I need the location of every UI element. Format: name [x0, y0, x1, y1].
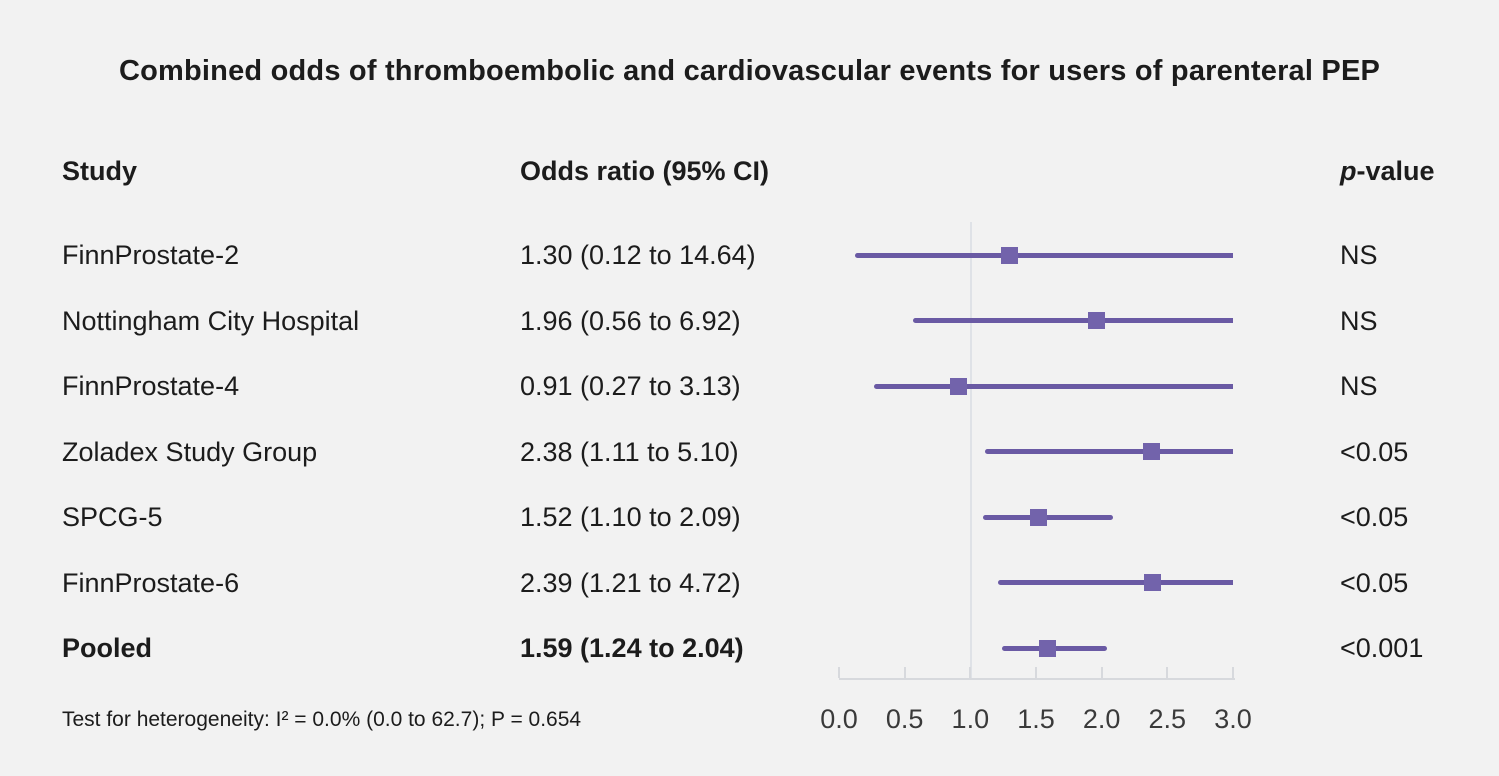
reference-line-or-1: [970, 222, 972, 680]
x-axis-tick: [1231, 667, 1234, 678]
point-estimate-marker: [1001, 246, 1019, 264]
column-header-odds-ratio: Odds ratio (95% CI): [520, 156, 770, 186]
p-value-label: <0.05: [1340, 436, 1409, 467]
x-axis-tick-label: 1.0: [951, 704, 990, 734]
x-axis-tick-label: 2.0: [1082, 704, 1121, 734]
odds-ratio-label: 2.38 (1.11 to 5.10): [520, 436, 739, 467]
confidence-interval-line: [983, 514, 1114, 520]
p-value-label: NS: [1340, 371, 1378, 401]
x-axis-line: [839, 678, 1235, 680]
study-label: SPCG-5: [62, 502, 163, 532]
x-axis-tick-label: 2.5: [1148, 704, 1187, 734]
odds-ratio-label: 1.30 (0.12 to 14.64): [520, 240, 756, 270]
odds-ratio-label: 0.91 (0.27 to 3.13): [520, 371, 741, 401]
point-estimate-marker: [1087, 312, 1105, 329]
study-label: Zoladex Study Group: [62, 436, 318, 467]
p-value-italic-p: p: [1340, 156, 1357, 186]
x-axis-tick: [1100, 667, 1103, 678]
forest-row: FinnProstate-6 2.39 (1.21 to 4.72) <0.05: [0, 566, 1499, 600]
p-value-label: <0.05: [1340, 502, 1409, 532]
forest-row: Zoladex Study Group 2.38 (1.11 to 5.10) …: [0, 435, 1499, 469]
point-estimate-marker: [1030, 508, 1048, 526]
study-label: Nottingham City Hospital: [62, 305, 360, 336]
x-axis-tick: [1034, 667, 1037, 678]
forest-row: Nottingham City Hospital 1.96 (0.56 to 6…: [0, 304, 1499, 338]
p-value-label: <0.05: [1340, 567, 1409, 598]
confidence-interval-line: [997, 580, 1233, 585]
forest-row: FinnProstate-2 1.30 (0.12 to 14.64) NS: [0, 238, 1499, 272]
study-label: FinnProstate-6: [62, 567, 240, 598]
forest-row: SPCG-5 1.52 (1.10 to 2.09) <0.05: [0, 500, 1499, 534]
heterogeneity-note: Test for heterogeneity: I² = 0.0% (0.0 t…: [62, 708, 582, 731]
p-value-suffix: -value: [1356, 156, 1435, 186]
p-value-label: <0.001: [1340, 633, 1424, 663]
p-value-label: NS: [1340, 240, 1378, 270]
forest-row: FinnProstate-4 0.91 (0.27 to 3.13) NS: [0, 369, 1499, 403]
x-axis-tick: [838, 667, 840, 678]
chart-title: Combined odds of thromboembolic and card…: [118, 55, 1381, 87]
study-label: Pooled: [62, 633, 153, 663]
study-label: FinnProstate-2: [62, 240, 240, 270]
point-estimate-marker: [1143, 443, 1161, 460]
point-estimate-marker: [950, 377, 967, 395]
forest-row: Pooled 1.59 (1.24 to 2.04) <0.001: [0, 631, 1499, 665]
odds-ratio-label: 1.59 (1.24 to 2.04): [520, 633, 744, 663]
confidence-interval-line: [854, 252, 1233, 258]
p-value-label: NS: [1340, 305, 1378, 336]
column-header-study: Study: [62, 156, 138, 186]
x-axis-tick-label: 0.5: [885, 704, 924, 734]
x-axis-tick-label: 1.5: [1017, 704, 1055, 734]
study-label: FinnProstate-4: [62, 371, 240, 401]
odds-ratio-label: 1.52 (1.10 to 2.09): [520, 502, 741, 532]
odds-ratio-label: 1.96 (0.56 to 6.92): [520, 305, 741, 336]
point-estimate-marker: [1039, 639, 1057, 657]
confidence-interval-line: [912, 318, 1233, 323]
x-axis-tick-label: 3.0: [1214, 704, 1252, 734]
x-axis-tick: [1166, 667, 1169, 678]
confidence-interval-line: [984, 449, 1233, 454]
confidence-interval-line: [874, 383, 1233, 389]
point-estimate-marker: [1144, 574, 1162, 591]
x-axis-tick-label: 0.0: [820, 704, 858, 734]
x-axis-tick: [903, 667, 906, 678]
odds-ratio-label: 2.39 (1.21 to 4.72): [520, 567, 741, 598]
column-header-p-value: p-value: [1340, 154, 1435, 188]
